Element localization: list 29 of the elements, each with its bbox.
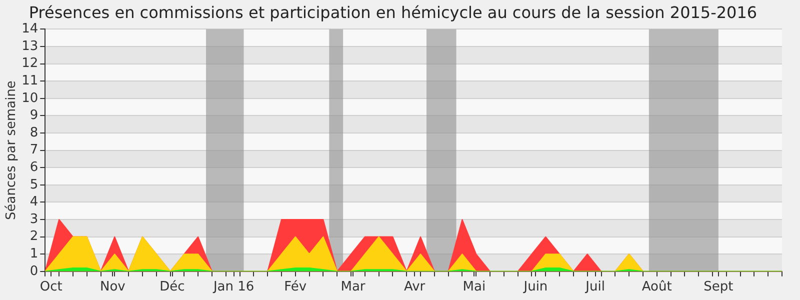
y-tick-label: 0 xyxy=(30,264,38,279)
x-tick-label: Août xyxy=(642,280,672,295)
y-tick-label: 11 xyxy=(22,73,38,88)
x-tick-label: Nov xyxy=(100,280,126,295)
y-tick-label: 7 xyxy=(30,142,38,158)
x-tick-label: Oct xyxy=(40,280,62,295)
y-tick-label: 12 xyxy=(22,56,38,72)
y-tick-label: 5 xyxy=(30,177,38,192)
x-tick-label: Mai xyxy=(462,280,486,295)
y-tick-label: 8 xyxy=(30,125,38,140)
x-tick-label: Avr xyxy=(404,280,426,295)
x-tick-label: Juil xyxy=(584,280,605,295)
y-tick-label: 14 xyxy=(22,22,38,37)
y-tick-label: 4 xyxy=(30,194,38,210)
chart-title: Présences en commissions et participation en hémicycle au cours de la session 2015-2016 xyxy=(28,2,758,22)
x-tick-label: Sept xyxy=(704,280,734,295)
y-tick-label: 1 xyxy=(30,246,38,262)
x-tick-label: Fév xyxy=(284,280,307,295)
x-tick-label: Mar xyxy=(340,280,366,295)
y-tick-label: 13 xyxy=(22,38,38,54)
y-tick-label: 3 xyxy=(30,212,38,227)
y-axis-title: Séances par semaine xyxy=(4,80,20,220)
y-tick-label: 2 xyxy=(30,229,38,244)
y-tick-label: 10 xyxy=(22,90,38,106)
y-tick-label: 9 xyxy=(30,108,38,124)
x-tick-label: Déc xyxy=(160,280,185,295)
x-tick-label: Juin xyxy=(522,280,548,295)
x-tick-label: Jan 16 xyxy=(212,280,254,295)
y-tick-label: 6 xyxy=(30,160,38,175)
